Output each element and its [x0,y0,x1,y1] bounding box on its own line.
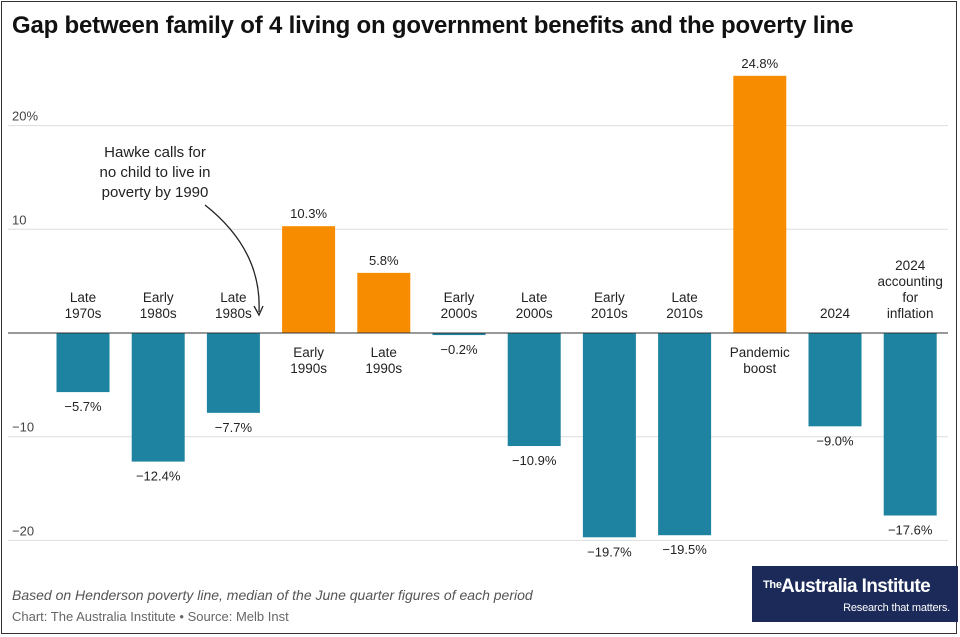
y-tick-label: −20 [12,523,34,538]
annotation-line-3: poverty by 1990 [102,184,209,201]
data-label: −9.0% [816,433,854,448]
australia-institute-logo: The Australia Institute Research that ma… [752,566,958,622]
category-label: Late [671,290,697,305]
annotation: Hawke calls for no child to live in pove… [100,144,264,317]
bar [432,333,486,336]
category-label: 1990s [365,361,402,376]
annotation-line-2: no child to live in [100,164,211,181]
bar [507,333,561,447]
bar [582,333,636,538]
y-tick-label: 10 [12,212,26,227]
data-label: −5.7% [64,399,102,414]
category-label: for [902,290,918,305]
category-label: Early [143,290,174,305]
category-label: 2010s [666,306,703,321]
data-label: −17.6% [888,523,933,538]
bar [357,272,411,333]
data-label: 5.8% [369,253,399,268]
category-label: Early [293,345,324,360]
y-tick-label: −10 [12,420,34,435]
logo-name: Australia Institute [781,576,931,597]
labels: −20−101020%−5.7%Late1970s−12.4%Early1980… [12,56,943,559]
bar [131,333,185,462]
category-label: accounting [878,274,943,289]
category-label: Early [594,290,625,305]
bar [808,333,862,427]
category-label: 1970s [65,306,102,321]
bar [282,226,336,333]
bar [733,75,787,333]
data-label: −19.5% [662,542,707,557]
logo-tagline: Research that matters. [843,602,950,614]
category-label: Late [220,290,246,305]
data-label: −12.4% [136,469,181,484]
category-label: 2000s [516,306,553,321]
category-label: Pandemic [730,345,790,360]
category-label: Late [521,290,547,305]
annotation-line-1: Hawke calls for [104,144,206,161]
data-label: −10.9% [512,453,557,468]
bar [883,333,937,516]
category-label: 2000s [441,306,478,321]
data-label: 24.8% [741,56,778,71]
category-label: 1990s [290,361,327,376]
category-label: Late [371,345,397,360]
category-label: inflation [887,306,934,321]
chart-source: Chart: The Australia Institute • Source:… [12,609,289,624]
data-label: −19.7% [587,544,632,559]
bar [658,333,712,536]
annotation-arrowhead [253,305,264,317]
bar [56,333,110,393]
chart-note: Based on Henderson poverty line, median … [12,587,533,603]
category-label: 1980s [140,306,177,321]
bars [56,75,937,538]
data-label: −0.2% [440,342,478,357]
category-label: Late [70,290,96,305]
data-label: −7.7% [215,420,253,435]
chart-title: Gap between family of 4 living on govern… [12,12,854,39]
annotation-arrow-line [204,204,260,313]
category-label: 2024 [820,306,851,321]
category-label: Early [444,290,475,305]
bar [206,333,260,413]
category-label: 2010s [591,306,628,321]
category-label: boost [743,361,776,376]
logo-the: The [763,579,782,591]
category-label: 1980s [215,306,252,321]
y-tick-label: 20% [12,109,38,124]
category-label: 2024 [895,258,926,273]
data-label: 10.3% [290,206,327,221]
